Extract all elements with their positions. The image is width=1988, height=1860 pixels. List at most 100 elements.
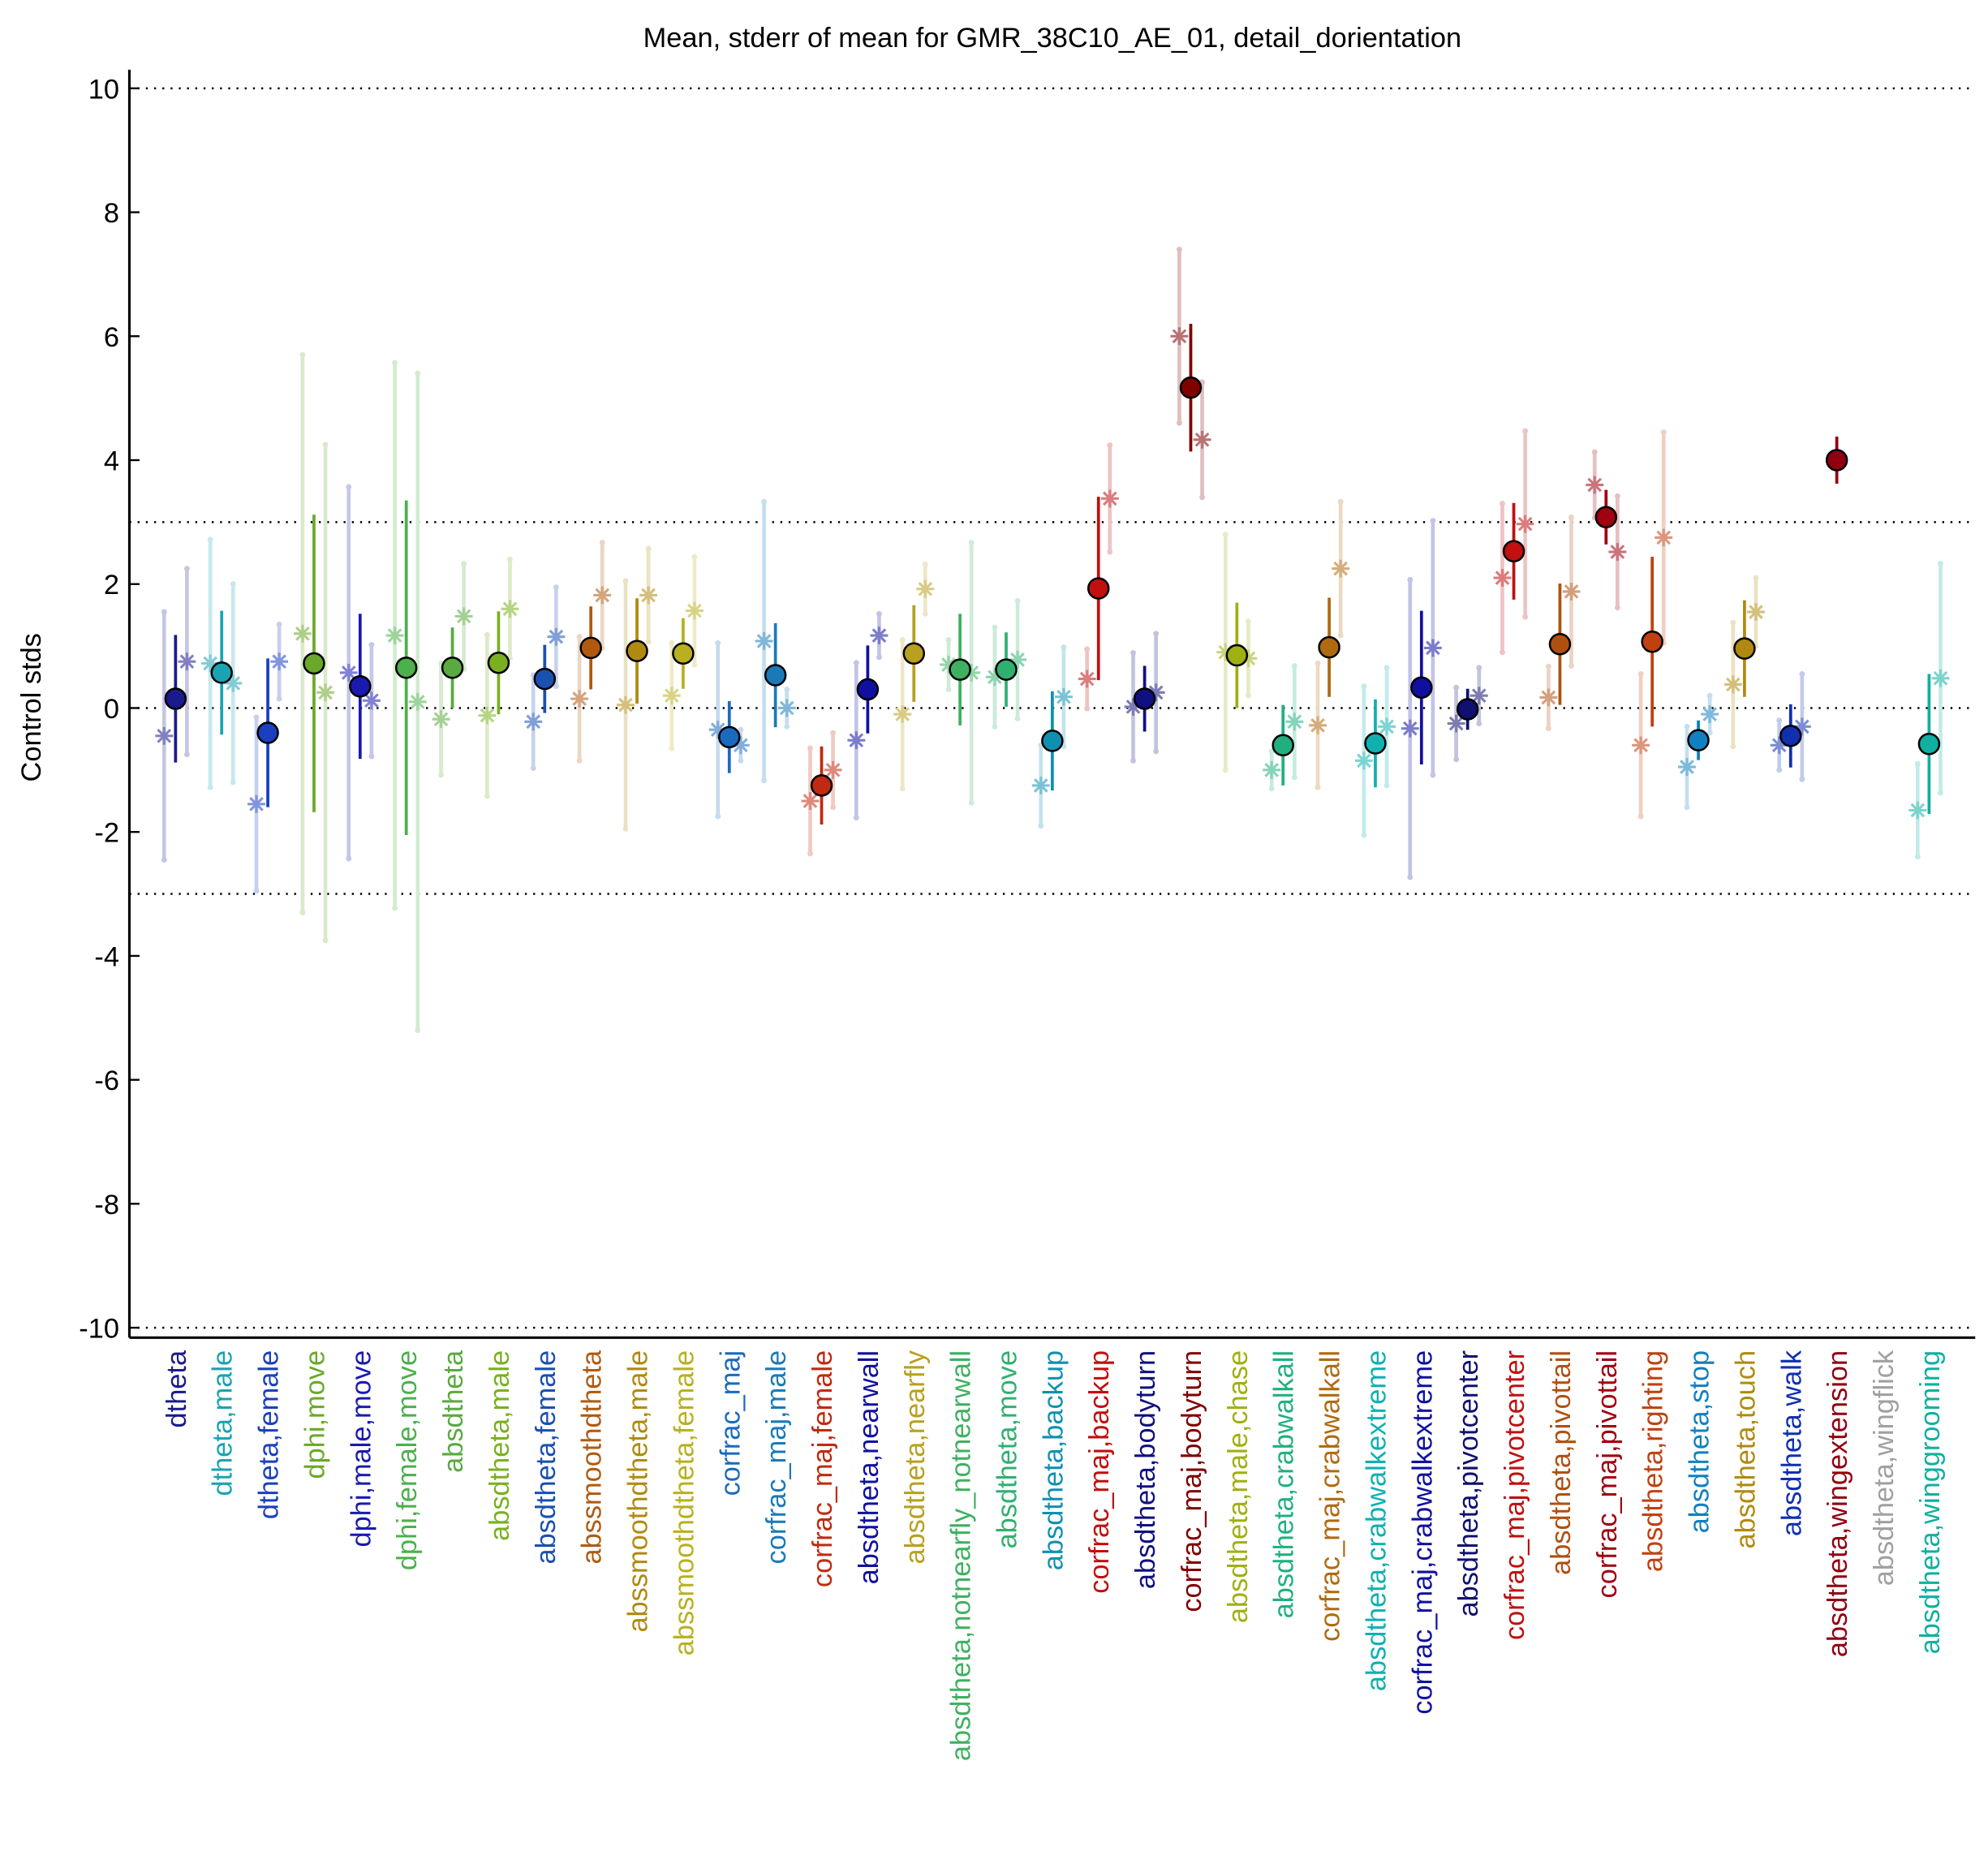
mean-marker [718,725,741,749]
asterisk-marker [639,586,658,605]
asterisk-marker [570,690,589,708]
asterisk-marker [870,626,889,645]
error-cap [484,793,490,799]
error-cap [599,540,605,546]
mean-marker [856,678,880,701]
error-cap [1291,774,1297,781]
asterisk-marker [270,652,289,671]
x-tick-label: corfrac_maj,crabwalkall [1315,1350,1346,1642]
error-cap [1914,854,1921,860]
asterisk-marker [408,692,427,711]
error-cap [830,804,837,811]
x-tick-label: dphi,move [299,1350,330,1479]
asterisk-marker [1562,582,1581,601]
error-cap [230,581,236,588]
asterisk-marker [1655,528,1673,547]
error-cap [161,609,167,615]
mean-marker [949,658,971,681]
error-cap [346,484,352,490]
mean-marker [626,639,648,662]
y-tick-label: -8 [94,1190,119,1221]
error-cap [992,624,998,631]
error-cap [1107,549,1113,555]
error-cap [322,441,329,448]
mean-marker [1087,577,1110,600]
mean-marker [995,658,1018,681]
mean-marker [1687,729,1710,751]
x-tick-label: corfrac_maj,pivottail [1592,1350,1623,1599]
asterisk-marker [1747,603,1765,622]
error-cap [392,360,398,366]
asterisk-marker [1124,697,1142,716]
x-tick-label: absdtheta,male [484,1350,515,1541]
error-cap [1107,442,1113,449]
asterisk-marker [247,794,265,813]
mean-marker [1825,449,1848,471]
asterisk-marker [986,668,1004,687]
error-cap [1476,665,1482,671]
error-cap [299,910,306,915]
error-cap [784,723,790,730]
asterisk-marker [617,695,635,714]
error-cap [1222,532,1229,538]
asterisk-marker [1931,669,1950,687]
error-cap [368,642,375,648]
x-tick-label: corfrac_maj,backup [1084,1350,1115,1594]
asterisk-marker [962,663,981,682]
asterisk-marker [1908,801,1927,820]
error-cap [1545,725,1551,732]
mean-marker [1410,676,1433,700]
error-cap [968,799,975,806]
mean-marker [349,674,372,698]
asterisk-marker [1608,543,1627,561]
asterisk-marker [524,713,543,731]
asterisk-marker [755,632,773,650]
error-cap [945,687,952,692]
error-cap [553,683,559,690]
asterisk-marker [385,626,404,645]
x-tick-label: dphi,female,move [392,1350,423,1570]
asterisk-marker [1401,719,1419,738]
asterisk-marker [454,607,473,626]
error-cap [346,855,352,862]
error-cap [484,631,490,638]
error-cap [1591,449,1598,455]
error-cap [1614,605,1620,611]
x-tick-label: corfrac_maj,bodyturn [1177,1350,1207,1612]
error-cap [738,726,744,733]
asterisk-marker [801,792,820,810]
error-cap [968,540,975,546]
error-cap [1614,493,1620,499]
error-cap [1799,776,1805,782]
x-tick-label: corfrac_maj,pivotcenter [1500,1350,1530,1640]
x-tick-label: corfrac_maj,male [761,1350,792,1565]
x-tick-label: absdtheta,move [992,1350,1022,1549]
asterisk-marker [432,710,450,729]
asterisk-marker [201,654,220,673]
error-cap [945,637,952,643]
asterisk-marker [1332,559,1350,578]
asterisk-marker [501,600,519,618]
error-cap [1153,748,1160,755]
x-tick-label: abssmoothdtheta [577,1350,608,1564]
asterisk-marker [1009,650,1026,669]
asterisk-marker [893,705,912,724]
x-tick-label: absdtheta [438,1350,469,1473]
error-cap [1500,649,1505,656]
error-cap [1453,684,1460,691]
mean-marker [1456,698,1479,721]
error-cap [1361,832,1367,838]
error-cap [1014,597,1021,604]
x-tick-label: absdtheta,wingflick [1869,1350,1900,1586]
error-cap [576,634,583,640]
y-tick-label: -4 [94,941,119,972]
y-tick-label: -10 [79,1314,119,1345]
asterisk-marker [1539,688,1558,707]
asterisk-marker [777,699,796,717]
asterisk-marker [1239,649,1258,668]
mean-marker [1548,633,1572,656]
asterisk-marker [1147,683,1165,702]
error-cap [1337,632,1344,639]
asterisk-marker [593,586,612,605]
x-tick-label: absdtheta,bodyturn [1130,1350,1161,1589]
